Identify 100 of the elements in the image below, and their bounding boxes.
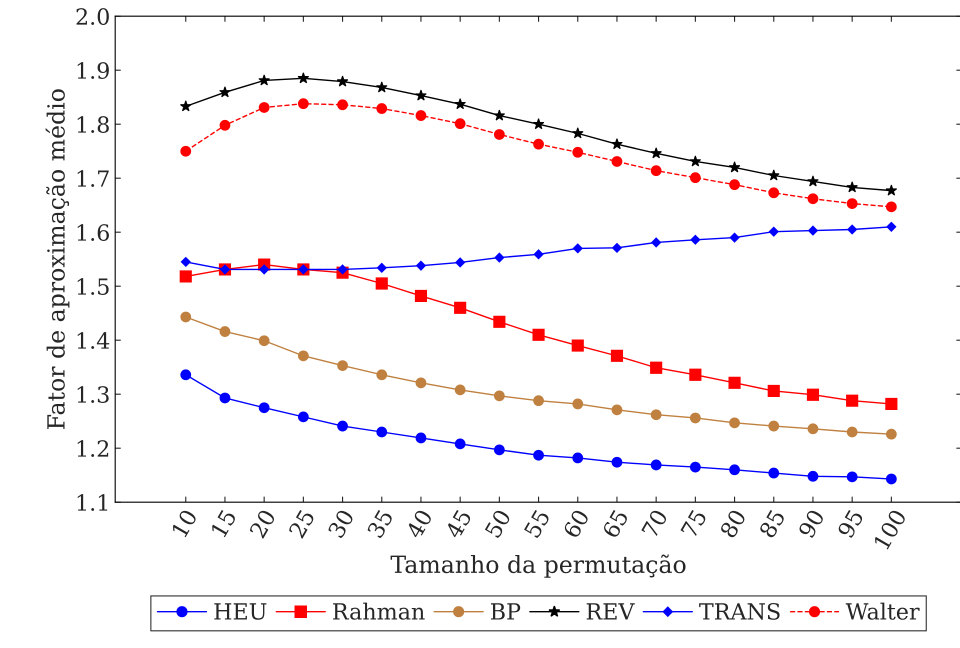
point <box>298 412 309 422</box>
point <box>886 184 898 196</box>
point <box>650 362 662 374</box>
point <box>650 165 662 176</box>
point <box>258 402 270 414</box>
point <box>337 99 348 110</box>
point <box>612 456 622 468</box>
point <box>572 452 584 464</box>
x-tick-label: 50 <box>484 508 512 539</box>
point <box>416 432 426 444</box>
x-tick-label: 90 <box>798 508 825 539</box>
point <box>847 224 858 234</box>
point <box>651 238 662 248</box>
point <box>650 409 662 420</box>
x-tick-label: 60 <box>562 508 590 539</box>
point <box>768 226 779 237</box>
y-tick-label: 1.4 <box>78 332 110 349</box>
point <box>338 264 348 274</box>
point <box>808 470 818 482</box>
point <box>690 462 701 472</box>
point <box>454 438 466 450</box>
point <box>808 423 818 434</box>
x-tick-label: 85 <box>758 508 786 539</box>
point <box>376 81 388 92</box>
y-tick-label: 1.8 <box>78 116 109 133</box>
point <box>180 100 192 112</box>
point <box>337 360 348 371</box>
point <box>808 226 818 236</box>
legend-label: Rahman <box>333 602 425 620</box>
point <box>414 290 428 302</box>
point <box>494 444 505 456</box>
y-axis-title: Fator de aproximação médio <box>46 89 70 430</box>
point <box>180 270 192 283</box>
point <box>494 129 505 140</box>
point <box>768 384 780 398</box>
point <box>416 377 426 388</box>
point <box>220 120 230 131</box>
point <box>768 468 780 478</box>
y-tick-label: 1.1 <box>78 494 108 511</box>
y-tick-label: 1.7 <box>78 170 109 187</box>
point <box>376 103 388 114</box>
point <box>572 398 584 410</box>
x-tick-label: 75 <box>680 508 708 539</box>
x-tick-label: 65 <box>602 508 629 539</box>
point <box>612 156 622 167</box>
point <box>807 175 819 186</box>
point <box>259 264 270 274</box>
point <box>650 147 662 158</box>
point <box>454 118 466 130</box>
point <box>729 464 740 476</box>
point <box>728 161 740 172</box>
point <box>493 316 506 328</box>
point <box>846 181 858 192</box>
point <box>180 369 192 380</box>
point <box>494 390 505 402</box>
x-axis-title: Tamanho da permutação <box>390 554 686 578</box>
point <box>808 193 818 204</box>
point <box>846 198 858 209</box>
point <box>729 179 740 190</box>
y-tick-label: 1.2 <box>78 440 108 457</box>
point <box>572 146 584 158</box>
legend-label: REV <box>586 603 635 620</box>
point <box>532 118 544 130</box>
point <box>572 243 583 254</box>
point <box>689 368 702 381</box>
x-tick-label: 55 <box>524 508 550 539</box>
x-tick-label: 95 <box>836 508 864 539</box>
x-tick-label: 20 <box>248 508 276 539</box>
x-tick-label: 25 <box>288 508 316 539</box>
point <box>886 201 897 212</box>
point <box>532 328 545 341</box>
point <box>180 146 192 157</box>
legend-label: Walter <box>846 602 920 620</box>
point <box>846 394 858 407</box>
y-tick-label: 1.6 <box>78 224 109 241</box>
point <box>690 172 701 184</box>
point <box>768 420 780 432</box>
x-tick-label: 40 <box>405 508 433 540</box>
point <box>728 376 741 389</box>
point <box>612 242 622 253</box>
x-tick-label: 15 <box>210 508 237 538</box>
point <box>572 340 584 352</box>
point <box>454 302 466 314</box>
point <box>336 75 348 87</box>
point <box>885 398 898 410</box>
point <box>886 474 897 484</box>
point <box>690 155 702 166</box>
point <box>220 326 230 337</box>
point <box>258 102 270 113</box>
point <box>416 260 426 271</box>
point <box>730 232 740 243</box>
point <box>611 138 623 150</box>
point <box>454 384 466 396</box>
point <box>690 412 701 424</box>
point <box>534 249 544 260</box>
x-tick-label: 35 <box>366 508 394 539</box>
point <box>886 222 896 232</box>
y-tick-label: 1.9 <box>78 62 109 79</box>
point <box>376 369 388 380</box>
point <box>180 256 191 267</box>
